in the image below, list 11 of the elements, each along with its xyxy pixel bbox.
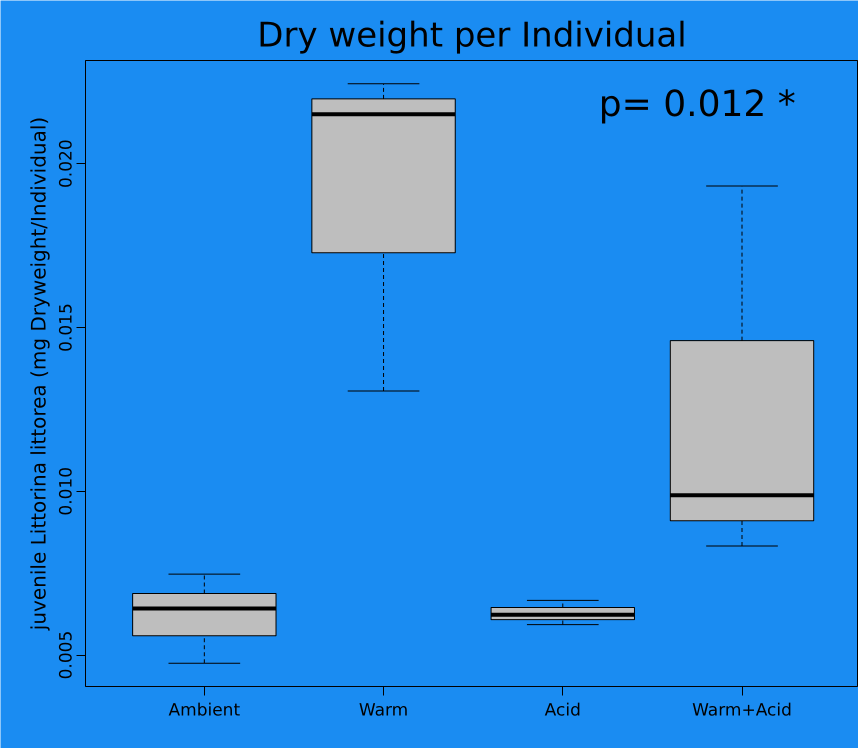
y-tick-label: 0.020: [56, 139, 76, 188]
x-tick-label: Warm+Acid: [692, 700, 792, 720]
annotation: p= 0.012 *: [598, 84, 796, 125]
y-axis-title: juvenile Littorina littorea (mg Dryweight/Individual): [26, 116, 50, 632]
x-tick-label: Warm: [358, 700, 408, 720]
y-tick-label: 0.015: [56, 303, 76, 352]
y-tick-label: 0.005: [56, 630, 76, 680]
x-tick-label: Acid: [544, 700, 581, 720]
y-tick-label: 0.010: [56, 466, 76, 516]
chart-title: Dry weight per Individual: [257, 16, 687, 56]
x-tick-label: Ambient: [168, 700, 240, 720]
